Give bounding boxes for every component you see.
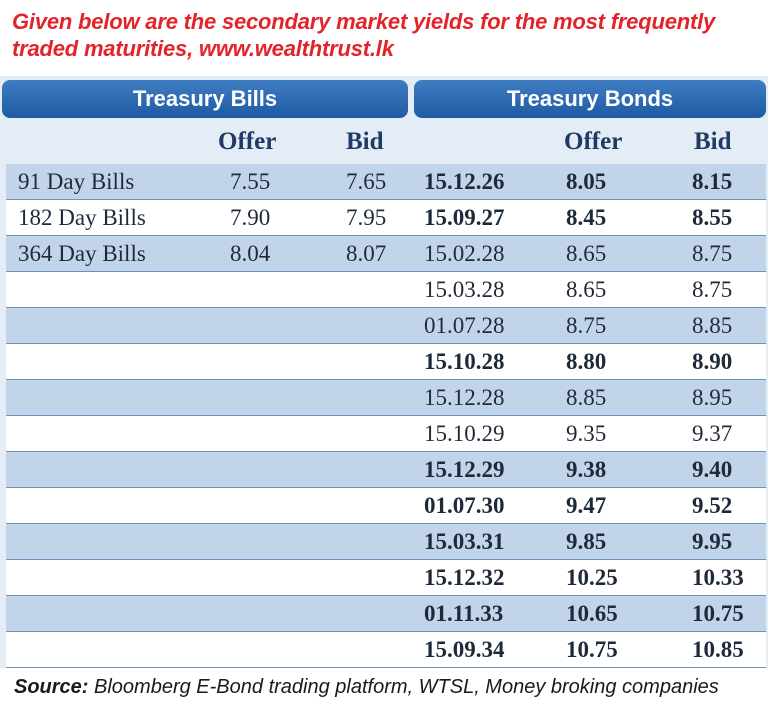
bond-bid: 10.33 xyxy=(692,565,744,590)
caption-line-1: Given below are the secondary market yie… xyxy=(12,9,716,34)
table-row: 01.11.33 10.65 10.75 xyxy=(6,596,766,632)
bond-maturity: 15.10.29 xyxy=(424,421,505,446)
table-row: 364 Day Bills 8.04 8.07 15.02.28 8.65 8.75 xyxy=(6,236,766,272)
table-row: 91 Day Bills 7.55 7.65 15.12.26 8.05 8.15 xyxy=(6,164,766,200)
bond-offer: 8.85 xyxy=(566,385,607,410)
bond-maturity: 15.12.28 xyxy=(424,385,505,410)
table-row: 15.12.32 10.25 10.33 xyxy=(6,560,766,596)
bond-offer: 8.65 xyxy=(566,277,607,302)
bond-maturity: 15.09.34 xyxy=(424,637,505,662)
source-text: Bloomberg E-Bond trading platform, WTSL,… xyxy=(88,676,719,698)
bill-bid: 8.07 xyxy=(346,241,387,266)
bond-offer: 8.05 xyxy=(566,169,607,194)
bonds-offer-column-header: Offer xyxy=(564,128,623,155)
bond-bid: 8.85 xyxy=(692,313,733,338)
table-row: 15.12.29 9.38 9.40 xyxy=(6,452,766,488)
bond-offer: 10.65 xyxy=(566,601,618,626)
bond-offer: 10.75 xyxy=(566,637,618,662)
bond-bid: 10.85 xyxy=(692,637,744,662)
source-note: Source: Bloomberg E-Bond trading platfor… xyxy=(14,676,719,699)
table-row: 01.07.28 8.75 8.85 xyxy=(6,308,766,344)
bond-offer: 8.65 xyxy=(566,241,607,266)
caption: Given below are the secondary market yie… xyxy=(12,8,762,62)
bill-offer: 8.04 xyxy=(230,241,271,266)
bond-bid: 9.37 xyxy=(692,421,733,446)
bond-offer: 9.38 xyxy=(566,457,607,482)
bond-bid: 9.95 xyxy=(692,529,733,554)
bond-maturity: 15.12.26 xyxy=(424,169,505,194)
bonds-bid-column-header: Bid xyxy=(694,128,732,155)
treasury-bonds-header: Treasury Bonds xyxy=(414,80,766,118)
table-row: 15.03.31 9.85 9.95 xyxy=(6,524,766,560)
bond-maturity: 15.12.32 xyxy=(424,565,505,590)
bond-bid: 8.90 xyxy=(692,349,733,374)
bond-maturity: 15.03.31 xyxy=(424,529,505,554)
bill-bid: 7.65 xyxy=(346,169,387,194)
bond-offer: 8.45 xyxy=(566,205,607,230)
bond-offer: 10.25 xyxy=(566,565,618,590)
table-row: 15.12.28 8.85 8.95 xyxy=(6,380,766,416)
bond-offer: 9.85 xyxy=(566,529,607,554)
bond-maturity: 01.11.33 xyxy=(424,601,504,626)
bill-name: 91 Day Bills xyxy=(18,169,135,194)
treasury-bills-header: Treasury Bills xyxy=(2,80,408,118)
bill-name: 364 Day Bills xyxy=(18,241,146,266)
source-label: Source: xyxy=(14,676,89,698)
yields-table: 91 Day Bills 7.55 7.65 15.12.26 8.05 8.15 182 … xyxy=(6,164,766,668)
bond-offer: 8.80 xyxy=(566,349,607,374)
table-row: 15.09.34 10.75 10.85 xyxy=(6,632,766,668)
bill-offer: 7.90 xyxy=(230,205,271,230)
bond-maturity: 01.07.30 xyxy=(424,493,505,518)
bond-bid: 8.55 xyxy=(692,205,733,230)
bond-bid: 8.95 xyxy=(692,385,733,410)
bond-bid: 9.40 xyxy=(692,457,733,482)
bill-bid: 7.95 xyxy=(346,205,387,230)
table-row: 15.03.28 8.65 8.75 xyxy=(6,272,766,308)
bill-name: 182 Day Bills xyxy=(18,205,146,230)
table-row: 15.10.28 8.80 8.90 xyxy=(6,344,766,380)
bond-maturity: 15.03.28 xyxy=(424,277,505,302)
bond-maturity: 15.12.29 xyxy=(424,457,505,482)
bond-offer: 9.35 xyxy=(566,421,607,446)
table-row: 182 Day Bills 7.90 7.95 15.09.27 8.45 8.55 xyxy=(6,200,766,236)
bond-bid: 8.15 xyxy=(692,169,733,194)
bond-maturity: 15.10.28 xyxy=(424,349,505,374)
bills-bid-column-header: Bid xyxy=(346,128,384,155)
bond-bid: 10.75 xyxy=(692,601,744,626)
bond-maturity: 15.02.28 xyxy=(424,241,505,266)
table-row: 01.07.30 9.47 9.52 xyxy=(6,488,766,524)
bond-bid: 9.52 xyxy=(692,493,733,518)
bill-offer: 7.55 xyxy=(230,169,271,194)
bond-offer: 9.47 xyxy=(566,493,607,518)
caption-line-2: traded maturities, www.wealthtrust.lk xyxy=(12,36,394,61)
bond-maturity: 15.09.27 xyxy=(424,205,505,230)
bond-offer: 8.75 xyxy=(566,313,607,338)
table-row: 15.10.29 9.35 9.37 xyxy=(6,416,766,452)
bond-bid: 8.75 xyxy=(692,241,733,266)
bills-offer-column-header: Offer xyxy=(218,128,277,155)
bond-maturity: 01.07.28 xyxy=(424,313,505,338)
bond-bid: 8.75 xyxy=(692,277,733,302)
